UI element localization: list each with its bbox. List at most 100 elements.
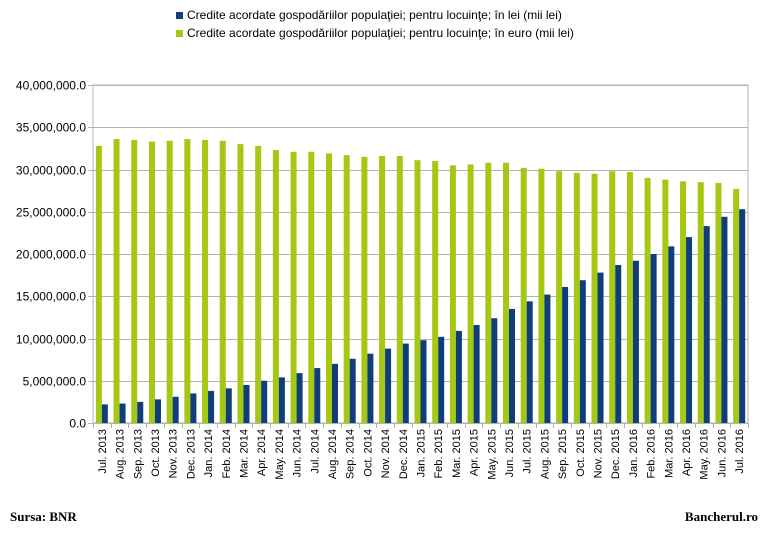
bar-lei (154, 399, 161, 423)
bar-euro (113, 139, 120, 423)
y-tick-label: 20,000,000.0 (16, 248, 86, 262)
x-tick-label: Nov. 2015 (593, 429, 605, 478)
bar-euro (432, 161, 439, 424)
bar-euro (644, 177, 651, 423)
bar-lei (455, 330, 462, 423)
bar-lei (296, 373, 303, 423)
x-tick-label: Dec. 2013 (185, 429, 197, 479)
bar-euro (538, 168, 545, 423)
bar-lei (190, 393, 197, 423)
x-tick-label: Apr. 2015 (469, 429, 481, 476)
bar-euro (325, 153, 332, 423)
x-tick-label: Feb. 2016 (646, 429, 658, 479)
bar-euro (255, 145, 262, 423)
x-tick-label: Mar. 2016 (663, 429, 675, 478)
bar-lei (509, 308, 516, 423)
x-tick-label: Feb. 2014 (221, 429, 233, 479)
x-tick-label: Jul. 2014 (309, 429, 321, 474)
x-tick-label: Mar. 2015 (451, 429, 463, 478)
x-tick-label: May. 2016 (699, 429, 711, 480)
x-tick-label: Apr. 2014 (256, 429, 268, 476)
brand-label: Bancherul.ro (684, 509, 758, 524)
legend-label: Credite acordate gospodăriilor populaţie… (187, 8, 562, 22)
bar-euro (485, 162, 492, 424)
bar-lei (349, 358, 356, 423)
bar-lei (331, 363, 338, 423)
x-tick-label: Jul. 2016 (734, 429, 746, 474)
bar-lei (721, 216, 728, 423)
x-tick-label: Dec. 2014 (398, 429, 410, 479)
y-tick-label: 40,000,000.0 (16, 79, 86, 93)
bar-euro (202, 139, 209, 424)
bar-lei (703, 226, 710, 423)
y-tick-label: 30,000,000.0 (16, 164, 86, 178)
y-tick-label: 5,000,000.0 (23, 375, 87, 389)
y-tick-label: 35,000,000.0 (16, 121, 86, 135)
bar-lei (615, 264, 622, 423)
bar-lei (526, 301, 533, 423)
bar-lei (438, 336, 445, 423)
bar-lei (261, 380, 268, 423)
bar-lei (650, 254, 657, 423)
bar-lei (739, 209, 746, 423)
bar-euro (591, 173, 598, 423)
bar-lei (119, 403, 126, 423)
bar-euro (308, 151, 315, 423)
x-tick-label: Nov. 2013 (168, 429, 180, 478)
bar-euro (697, 182, 704, 423)
bar-euro (219, 140, 226, 423)
bar-lei (243, 384, 250, 423)
legend-swatch (176, 30, 183, 37)
bar-lei (668, 246, 675, 423)
bar-lei (402, 343, 409, 423)
x-tick-label: Aug. 2014 (327, 429, 339, 479)
x-tick-label: Sep. 2013 (132, 429, 144, 479)
x-tick-label: Jun. 2014 (292, 429, 304, 477)
bar-euro (520, 167, 527, 423)
bar-lei (172, 396, 179, 423)
x-tick-label: Jun. 2015 (504, 429, 516, 477)
bar-euro (272, 150, 279, 423)
x-tick-label: Oct. 2015 (575, 429, 587, 477)
bar-lei (632, 260, 639, 423)
bar-lei (314, 368, 321, 423)
bar-euro (449, 165, 456, 423)
bar-euro (148, 141, 155, 424)
x-tick-label: Oct. 2014 (362, 429, 374, 477)
x-tick-label: Jan. 2015 (416, 429, 428, 477)
bar-euro (467, 164, 474, 423)
bar-euro (414, 160, 421, 423)
x-tick-label: Oct. 2013 (150, 429, 162, 477)
x-tick-label: Feb. 2015 (433, 429, 445, 479)
x-tick-label: Mar. 2014 (238, 429, 250, 478)
x-tick-label: Dec. 2015 (610, 429, 622, 479)
x-tick-label: Jul. 2015 (522, 429, 534, 474)
x-tick-label: May. 2014 (274, 429, 286, 480)
legend-label: Credite acordate gospodăriilor populaţie… (187, 26, 574, 40)
bar-euro (343, 155, 350, 423)
bar-euro (609, 171, 616, 423)
x-tick-label: Aug. 2015 (539, 429, 551, 479)
y-tick-label: 10,000,000.0 (16, 333, 86, 347)
bar-lei (579, 280, 586, 423)
bar-euro (662, 179, 669, 423)
bar-euro (573, 172, 580, 423)
bar-lei (367, 353, 374, 423)
x-tick-label: Apr. 2016 (681, 429, 693, 476)
bar-euro (715, 183, 722, 423)
legend-swatch (176, 12, 183, 19)
bar-euro (396, 155, 403, 424)
bar-lei (544, 294, 551, 423)
bar-euro (237, 144, 244, 423)
bar-euro (95, 145, 102, 423)
bar-lei (562, 286, 569, 423)
x-tick-label: Aug. 2013 (115, 429, 127, 479)
bar-euro (626, 172, 633, 423)
bar-lei (101, 404, 108, 423)
bar-euro (290, 151, 297, 423)
bar-euro (361, 156, 368, 423)
x-tick-label: Jan. 2014 (203, 429, 215, 477)
bar-euro (503, 162, 510, 424)
x-tick-label: Sep. 2015 (557, 429, 569, 479)
